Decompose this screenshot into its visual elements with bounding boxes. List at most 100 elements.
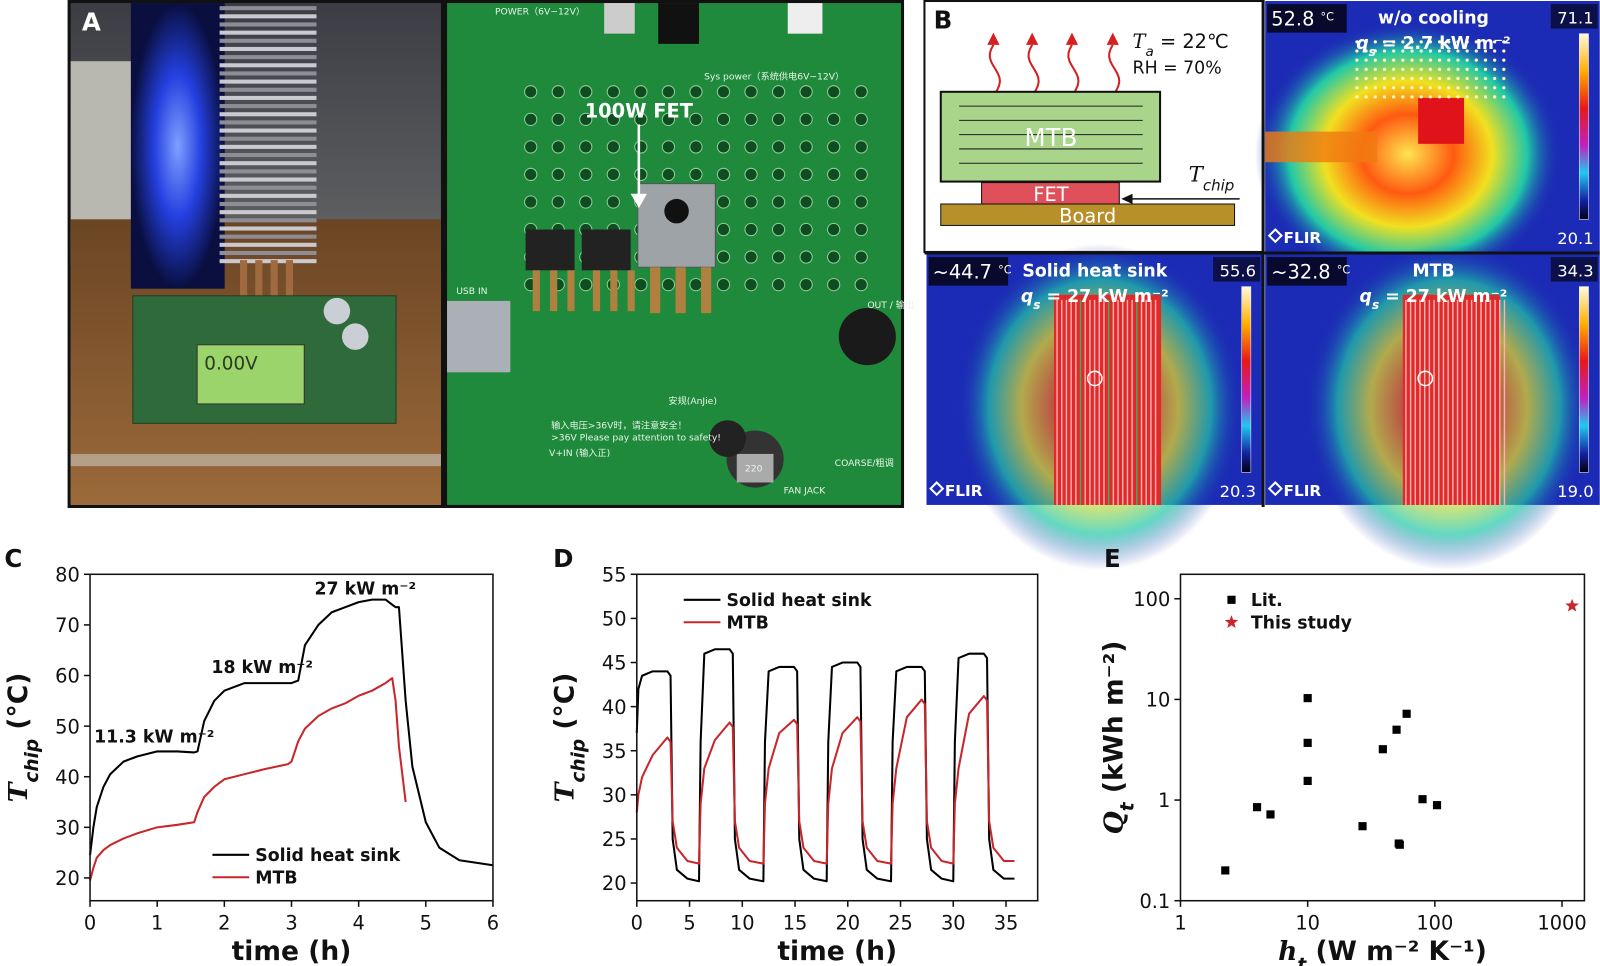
- annotation: 100W FET: [585, 99, 694, 122]
- scatter-point: [1303, 738, 1312, 747]
- mosfet-pin: [550, 270, 558, 312]
- board-dot: [1483, 40, 1488, 44]
- heat-flux: qs = 2.7 kW m⁻²: [1356, 34, 1510, 59]
- y-tick-label: 30: [602, 784, 627, 807]
- spot-temperature-value: ~32.8: [1271, 260, 1330, 283]
- legend-marker: [1227, 595, 1236, 604]
- legend-label: MTB: [255, 868, 297, 888]
- humidity-label: RH = 70%: [1133, 58, 1222, 78]
- mosfet-pin: [532, 270, 540, 312]
- y-tick-label: 1: [1158, 789, 1170, 812]
- heat-flux: qs = 27 kW m⁻²: [1021, 287, 1169, 312]
- x-tick-label: 0: [84, 911, 96, 934]
- scatter-point: [1565, 598, 1579, 612]
- board-dot: [1382, 86, 1387, 90]
- pcb-hole: [524, 140, 538, 154]
- line-series: [89, 677, 407, 881]
- board-dot: [1428, 76, 1433, 81]
- heat-sink-fin: [219, 79, 317, 84]
- board-dot: [1493, 95, 1497, 99]
- board-dot: [1373, 40, 1377, 44]
- mosfet-pin: [610, 270, 618, 312]
- board-dot: [1428, 67, 1433, 71]
- heat-flux-symbol: q: [1360, 287, 1372, 307]
- heat-pipe: [239, 260, 248, 307]
- scale-badge: [1213, 257, 1261, 282]
- board-dot: [1401, 40, 1405, 44]
- y-tick-label: 20: [55, 867, 80, 890]
- heat-sink-fin: [219, 38, 317, 43]
- pcb-hole: [716, 167, 731, 182]
- pcb-hole: [744, 195, 758, 209]
- x-axis-label: time (h): [232, 936, 352, 966]
- pcb-hole: [744, 277, 758, 292]
- y-tick-label: 40: [602, 696, 627, 719]
- board-dot: [1428, 58, 1433, 62]
- ambient-label-symbol: T: [1133, 30, 1148, 53]
- annotation-arrowhead: [630, 193, 647, 209]
- heat-sink-fin: [219, 30, 317, 35]
- line-series: [635, 648, 1015, 883]
- y-axis-label-rest: (°C): [550, 673, 581, 739]
- y-axis-label-sub: chip: [21, 739, 42, 783]
- board-dot: [1410, 95, 1414, 99]
- board-dot: [1456, 40, 1460, 44]
- pcb-hole: [634, 140, 648, 154]
- legend-label: Lit.: [1251, 591, 1283, 611]
- y-tick-label: 40: [55, 766, 80, 789]
- heat-sink-fin: [219, 226, 317, 231]
- pcb-hole: [716, 222, 731, 237]
- pcb-hole: [689, 140, 703, 154]
- board-dot: [1483, 95, 1488, 99]
- pcb-hole: [579, 277, 593, 292]
- board-dot: [1355, 49, 1359, 53]
- capacitor: [341, 323, 369, 350]
- scatter-point: [1303, 694, 1312, 703]
- pcb-hole: [744, 222, 758, 237]
- pcb-hole: [524, 167, 538, 182]
- x-tick-label: 1: [151, 911, 163, 934]
- spot-temperature: ~44.7 °C: [933, 260, 1012, 283]
- board-dot: [1456, 58, 1460, 62]
- board-dot: [1419, 49, 1423, 53]
- pcb-hole: [579, 112, 593, 126]
- board-dot: [1465, 76, 1469, 81]
- spot-temperature-unit: °C: [1321, 10, 1335, 23]
- x-tick-label: 5: [420, 911, 432, 934]
- pcb-hole: [827, 222, 841, 237]
- y-axis-label-sub: t: [1117, 801, 1138, 811]
- thermal-title: Solid heat sink: [1022, 261, 1167, 281]
- mosfet-pin: [592, 270, 601, 312]
- board-text: Sys power（系统供电6V~12V）: [704, 71, 844, 83]
- pcb-hole: [606, 112, 620, 126]
- board-dot: [1401, 86, 1405, 90]
- board-text: V+IN (输入正): [549, 447, 610, 459]
- x-tick-label: 5: [683, 911, 695, 934]
- pcb-hole: [771, 250, 786, 264]
- pcb-hole: [771, 195, 786, 209]
- board-dot: [1456, 86, 1460, 90]
- pcb-hole: [771, 222, 786, 237]
- y-tick-label: 30: [55, 816, 80, 839]
- scatter-point: [1418, 795, 1427, 804]
- pcb-hole: [771, 167, 786, 182]
- heat-sink-fin: [219, 63, 317, 68]
- board-text: 输入电压>36V时，请注意安全！: [551, 419, 687, 431]
- x-axis-label-rest: (W m⁻² K⁻¹): [1306, 936, 1487, 966]
- mosfet: [581, 229, 631, 271]
- schematic-label: MTB: [1025, 123, 1078, 152]
- heat-sink-fin: [219, 112, 317, 117]
- scale-max: 34.3: [1557, 261, 1593, 280]
- pcb-hole: [606, 140, 620, 154]
- y-tick-label: 50: [602, 608, 627, 631]
- board-dot: [1355, 76, 1359, 81]
- chip-arrowhead: [1121, 193, 1133, 205]
- panel-label: E: [1104, 544, 1121, 573]
- pcb-hole: [771, 140, 786, 154]
- spot-temperature-unit: °C: [1337, 263, 1351, 276]
- pcb-hole: [744, 85, 758, 99]
- x-tick-label: 6: [487, 911, 499, 934]
- board-dot: [1401, 76, 1405, 81]
- mosfet: [525, 229, 575, 271]
- pcb-hole: [579, 167, 593, 182]
